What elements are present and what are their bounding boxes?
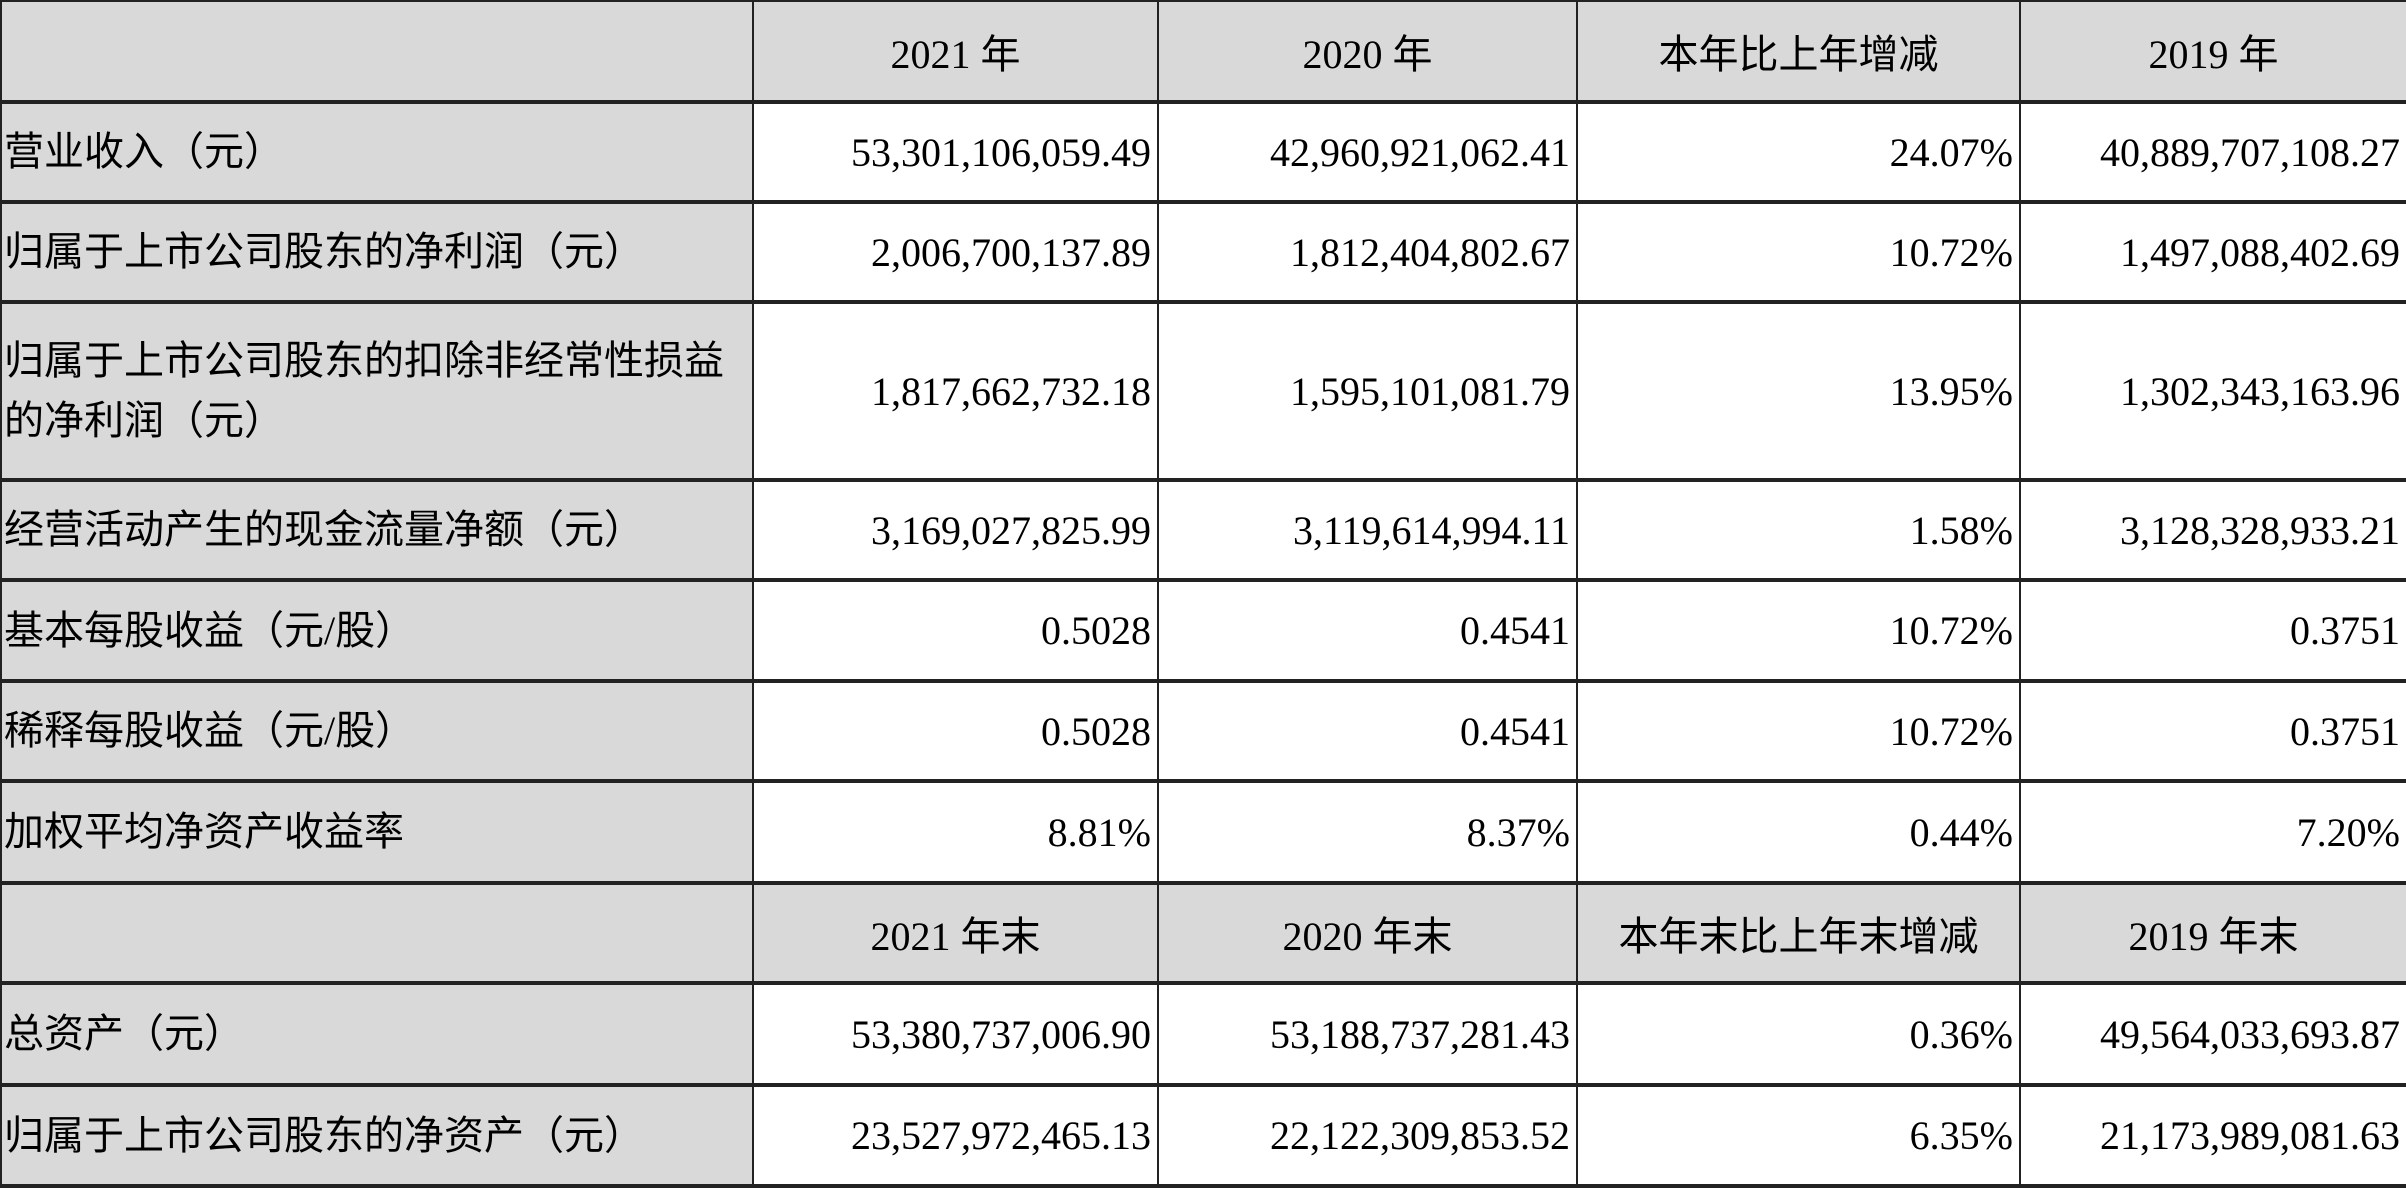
value-cell: 49,564,033,693.87 [2019,982,2406,1086]
column-header [0,882,754,984]
table-row: 营业收入（元） 53,301,106,059.49 42,960,921,062.4… [0,101,2406,203]
column-header: 本年比上年增减 [1576,0,2021,103]
header-row: 2021 年 2020 年本年比上年增减 2019 年 [0,0,2406,103]
table-row: 总资产（元） 53,380,737,006.90 53,188,737,281.43… [0,982,2406,1086]
row-label: 加权平均净资产收益率 [0,780,754,884]
value-cell: 24.07% [1576,101,2021,203]
value-cell: 6.35% [1576,1084,2021,1187]
value-cell: 0.4541 [1157,680,1578,782]
value-cell: 0.5028 [752,579,1159,682]
value-cell: 10.72% [1576,579,2021,682]
value-cell: 3,169,027,825.99 [752,479,1159,581]
value-cell: 13.95% [1576,301,2021,481]
value-cell: 8.37% [1157,780,1578,884]
value-cell: 0.36% [1576,982,2021,1086]
column-header: 本年末比上年末增减 [1576,882,2021,984]
value-cell: 1.58% [1576,479,2021,581]
table-row: 加权平均净资产收益率 8.81% 8.37% 0.44% 7.20% [0,780,2406,884]
table-row: 归属于上市公司股东的净利润（元） 2,006,700,137.89 1,812,40… [0,201,2406,303]
value-cell: 1,595,101,081.79 [1157,301,1578,481]
table-row: 经营活动产生的现金流量净额（元） 3,169,027,825.99 3,119,61… [0,479,2406,581]
value-cell: 0.4541 [1157,579,1578,682]
value-cell: 22,122,309,853.52 [1157,1084,1578,1187]
value-cell: 10.72% [1576,680,2021,782]
column-header: 2021 年 [752,0,1159,103]
value-cell: 0.3751 [2019,579,2406,682]
header-row: 2021 年末 2020 年末 本年末比上年末增减 2019 年末 [0,882,2406,984]
value-cell: 7.20% [2019,780,2406,884]
value-cell: 23,527,972,465.13 [752,1084,1159,1187]
value-cell: 1,817,662,732.18 [752,301,1159,481]
table-row: 稀释每股收益（元/股） 0.5028 0.4541 10.72% 0.3751 [0,680,2406,782]
value-cell: 1,497,088,402.69 [2019,201,2406,303]
row-label: 总资产（元） [0,982,754,1086]
value-cell: 53,188,737,281.43 [1157,982,1578,1086]
value-cell: 10.72% [1576,201,2021,303]
row-label: 基本每股收益（元/股） [0,579,754,682]
column-header: 2020 年末 [1157,882,1578,984]
column-header [0,0,754,103]
value-cell: 21,173,989,081.63 [2019,1084,2406,1187]
value-cell: 3,128,328,933.21 [2019,479,2406,581]
table-row: 归属于上市公司股东的扣除非经常性损益的净利润（元） 1,817,662,732.1… [0,301,2406,481]
value-cell: 0.3751 [2019,680,2406,782]
value-cell: 2,006,700,137.89 [752,201,1159,303]
value-cell: 40,889,707,108.27 [2019,101,2406,203]
value-cell: 1,302,343,163.96 [2019,301,2406,481]
column-header: 2019 年 [2019,0,2406,103]
value-cell: 42,960,921,062.41 [1157,101,1578,203]
value-cell: 0.5028 [752,680,1159,782]
row-label: 稀释每股收益（元/股） [0,680,754,782]
value-cell: 53,301,106,059.49 [752,101,1159,203]
row-label: 归属于上市公司股东的净资产（元） [0,1084,754,1187]
row-label: 营业收入（元） [0,101,754,203]
value-cell: 53,380,737,006.90 [752,982,1159,1086]
row-label: 归属于上市公司股东的扣除非经常性损益的净利润（元） [0,301,754,481]
column-header: 2019 年末 [2019,882,2406,984]
column-header: 2020 年 [1157,0,1578,103]
table-row: 归属于上市公司股东的净资产（元） 23,527,972,465.13 22,122,… [0,1084,2406,1187]
column-header: 2021 年末 [752,882,1159,984]
value-cell: 0.44% [1576,780,2021,884]
row-label: 经营活动产生的现金流量净额（元） [0,479,754,581]
value-cell: 8.81% [752,780,1159,884]
table-row: 基本每股收益（元/股） 0.5028 0.4541 10.72% 0.3751 [0,579,2406,682]
value-cell: 3,119,614,994.11 [1157,479,1578,581]
row-label: 归属于上市公司股东的净利润（元） [0,201,754,303]
value-cell: 1,812,404,802.67 [1157,201,1578,303]
